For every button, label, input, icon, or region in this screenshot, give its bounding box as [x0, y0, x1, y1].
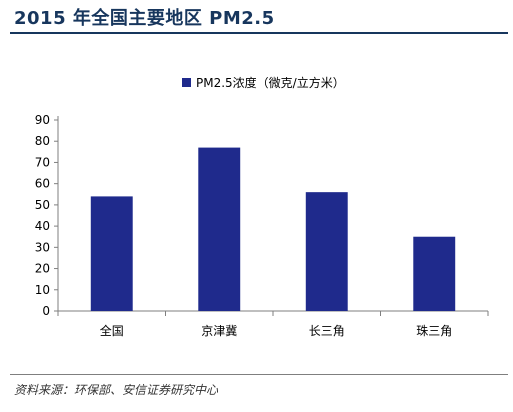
y-tick-label: 90 — [35, 113, 50, 127]
page-title: 2015 年全国主要地区 PM2.5 — [14, 8, 275, 29]
x-tick-label: 全国 — [100, 323, 124, 338]
bar-series — [90, 147, 456, 311]
title-divider — [10, 32, 508, 34]
bar — [413, 236, 456, 311]
bar — [90, 196, 133, 311]
y-tick-label: 50 — [35, 198, 50, 212]
source-note: 资料来源：环保部、安信证券研究中心 — [14, 383, 219, 397]
y-tick-label: 0 — [42, 304, 50, 318]
legend-swatch — [182, 78, 191, 87]
y-tick-label: 20 — [35, 262, 50, 276]
y-axis: 0 10 20 30 40 50 60 70 80 90 — [35, 113, 59, 318]
y-tick-label: 40 — [35, 219, 50, 233]
source-divider — [10, 374, 508, 375]
y-tick-label: 70 — [35, 155, 50, 169]
x-tick-label: 京津冀 — [201, 324, 237, 338]
chart-legend: PM2.5浓度（微克/立方米） — [182, 75, 345, 90]
x-axis: 全国 京津冀 长三角 珠三角 — [57, 310, 489, 338]
bar — [305, 192, 348, 311]
y-tick-label: 80 — [35, 134, 50, 148]
legend-label: PM2.5浓度（微克/立方米） — [196, 75, 345, 90]
y-tick-label: 30 — [35, 240, 50, 254]
y-tick-label: 60 — [35, 177, 50, 191]
bar — [198, 147, 241, 311]
x-tick-label: 珠三角 — [416, 324, 452, 338]
y-tick-label: 10 — [35, 283, 50, 297]
x-tick-label: 长三角 — [309, 324, 345, 338]
